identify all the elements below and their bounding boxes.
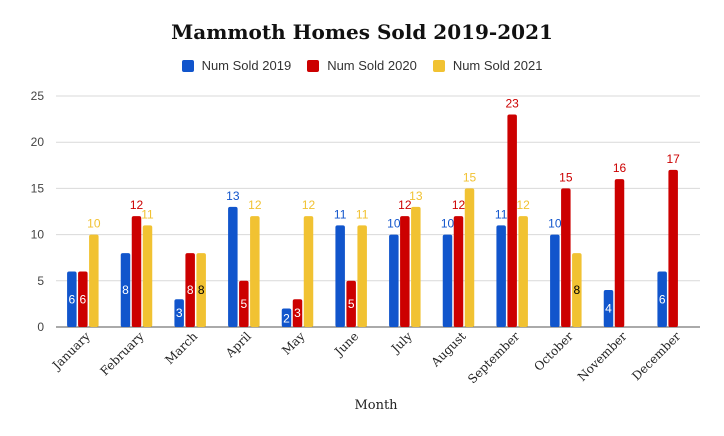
data-label: 6 bbox=[659, 292, 666, 306]
bar bbox=[561, 188, 571, 327]
bar bbox=[400, 216, 410, 327]
x-tick-label: November bbox=[575, 329, 630, 384]
bar bbox=[131, 216, 142, 327]
data-label: 13 bbox=[409, 189, 423, 203]
bar bbox=[657, 271, 667, 327]
data-label: 10 bbox=[548, 217, 562, 231]
x-tick-label: March bbox=[162, 329, 200, 367]
legend-label-2019: Num Sold 2019 bbox=[201, 58, 292, 73]
y-tick-label: 20 bbox=[31, 135, 45, 149]
data-label: 23 bbox=[505, 96, 519, 110]
data-label: 8 bbox=[122, 283, 129, 297]
bar bbox=[239, 280, 249, 327]
bar bbox=[442, 234, 453, 327]
bar bbox=[550, 234, 560, 327]
x-tick-label: April bbox=[222, 329, 254, 361]
data-label: 8 bbox=[187, 283, 194, 297]
data-label: 6 bbox=[68, 292, 75, 306]
x-tick-label: June bbox=[331, 329, 362, 360]
x-tick-label: October bbox=[531, 329, 576, 374]
data-label: 10 bbox=[441, 217, 455, 231]
legend-label-2020: Num Sold 2020 bbox=[327, 58, 417, 73]
data-label: 11 bbox=[495, 207, 508, 221]
legend-item-2020: Num Sold 2020 bbox=[307, 58, 417, 73]
legend-item-2019: Num Sold 2019 bbox=[181, 58, 292, 73]
bar bbox=[496, 225, 506, 327]
legend-swatch-2021 bbox=[432, 59, 445, 72]
legend-swatch-2019 bbox=[181, 59, 194, 72]
x-tick-label: July bbox=[387, 329, 415, 357]
bar bbox=[303, 216, 314, 327]
y-tick-label: 15 bbox=[31, 181, 45, 195]
bar bbox=[614, 179, 625, 327]
x-tick-label: December bbox=[629, 329, 683, 383]
data-label: 6 bbox=[79, 292, 86, 306]
data-label: 12 bbox=[248, 198, 262, 212]
data-label: 15 bbox=[559, 170, 573, 184]
bar bbox=[185, 253, 195, 327]
bar bbox=[89, 234, 99, 327]
x-axis-title: Month bbox=[354, 398, 398, 413]
bar bbox=[507, 114, 517, 327]
data-label: 13 bbox=[226, 189, 240, 203]
data-label: 5 bbox=[348, 297, 355, 311]
y-tick-label: 10 bbox=[31, 228, 45, 242]
legend-item-2021: Num Sold 2021 bbox=[432, 58, 543, 73]
bar bbox=[668, 169, 678, 327]
data-label: 12 bbox=[130, 198, 144, 212]
bar bbox=[250, 216, 260, 327]
data-label: 12 bbox=[516, 198, 530, 212]
bar bbox=[357, 225, 367, 327]
chart-title: Mammoth Homes Sold 2019-2021 bbox=[171, 20, 553, 44]
bar bbox=[335, 225, 345, 327]
data-label: 11 bbox=[356, 207, 369, 221]
bar bbox=[518, 216, 528, 327]
data-label: 5 bbox=[240, 297, 247, 311]
data-label: 12 bbox=[302, 198, 316, 212]
data-label: 11 bbox=[334, 207, 347, 221]
legend-label-2021: Num Sold 2021 bbox=[452, 58, 543, 73]
data-label: 10 bbox=[387, 217, 401, 231]
bar bbox=[411, 206, 421, 327]
y-tick-label: 5 bbox=[37, 274, 44, 288]
data-label: 11 bbox=[141, 207, 154, 221]
bar bbox=[78, 271, 88, 327]
bar bbox=[346, 280, 356, 327]
data-label: 3 bbox=[294, 306, 301, 320]
bar bbox=[174, 299, 184, 327]
bar bbox=[389, 234, 399, 327]
bar bbox=[453, 216, 464, 327]
bar bbox=[196, 253, 206, 327]
bar bbox=[572, 253, 582, 327]
bar bbox=[120, 253, 131, 327]
data-label: 17 bbox=[666, 152, 680, 166]
x-tick-label: February bbox=[97, 329, 146, 378]
bar bbox=[603, 290, 614, 327]
bar bbox=[142, 225, 153, 327]
data-label: 15 bbox=[463, 170, 477, 184]
data-label: 12 bbox=[398, 198, 412, 212]
data-label: 10 bbox=[87, 217, 101, 231]
bar bbox=[228, 206, 238, 327]
legend: Num Sold 2019 Num Sold 2020 Num Sold 202… bbox=[0, 58, 724, 73]
x-tick-label: August bbox=[428, 329, 469, 370]
data-label: 8 bbox=[198, 283, 205, 297]
y-tick-label: 25 bbox=[31, 89, 45, 103]
x-tick-label: September bbox=[465, 329, 522, 386]
data-label: 2 bbox=[283, 312, 290, 326]
data-label: 8 bbox=[573, 283, 580, 297]
x-tick-label: January bbox=[48, 329, 93, 374]
data-label: 12 bbox=[452, 198, 466, 212]
x-tick-label: May bbox=[279, 329, 308, 358]
bar bbox=[292, 299, 303, 327]
data-label: 3 bbox=[176, 306, 183, 320]
y-tick-label: 0 bbox=[37, 320, 44, 334]
bar bbox=[67, 271, 77, 327]
data-label: 16 bbox=[613, 161, 627, 175]
legend-swatch-2020 bbox=[307, 59, 320, 72]
data-label: 4 bbox=[605, 302, 612, 316]
bar bbox=[281, 308, 292, 327]
bar bbox=[464, 188, 475, 327]
